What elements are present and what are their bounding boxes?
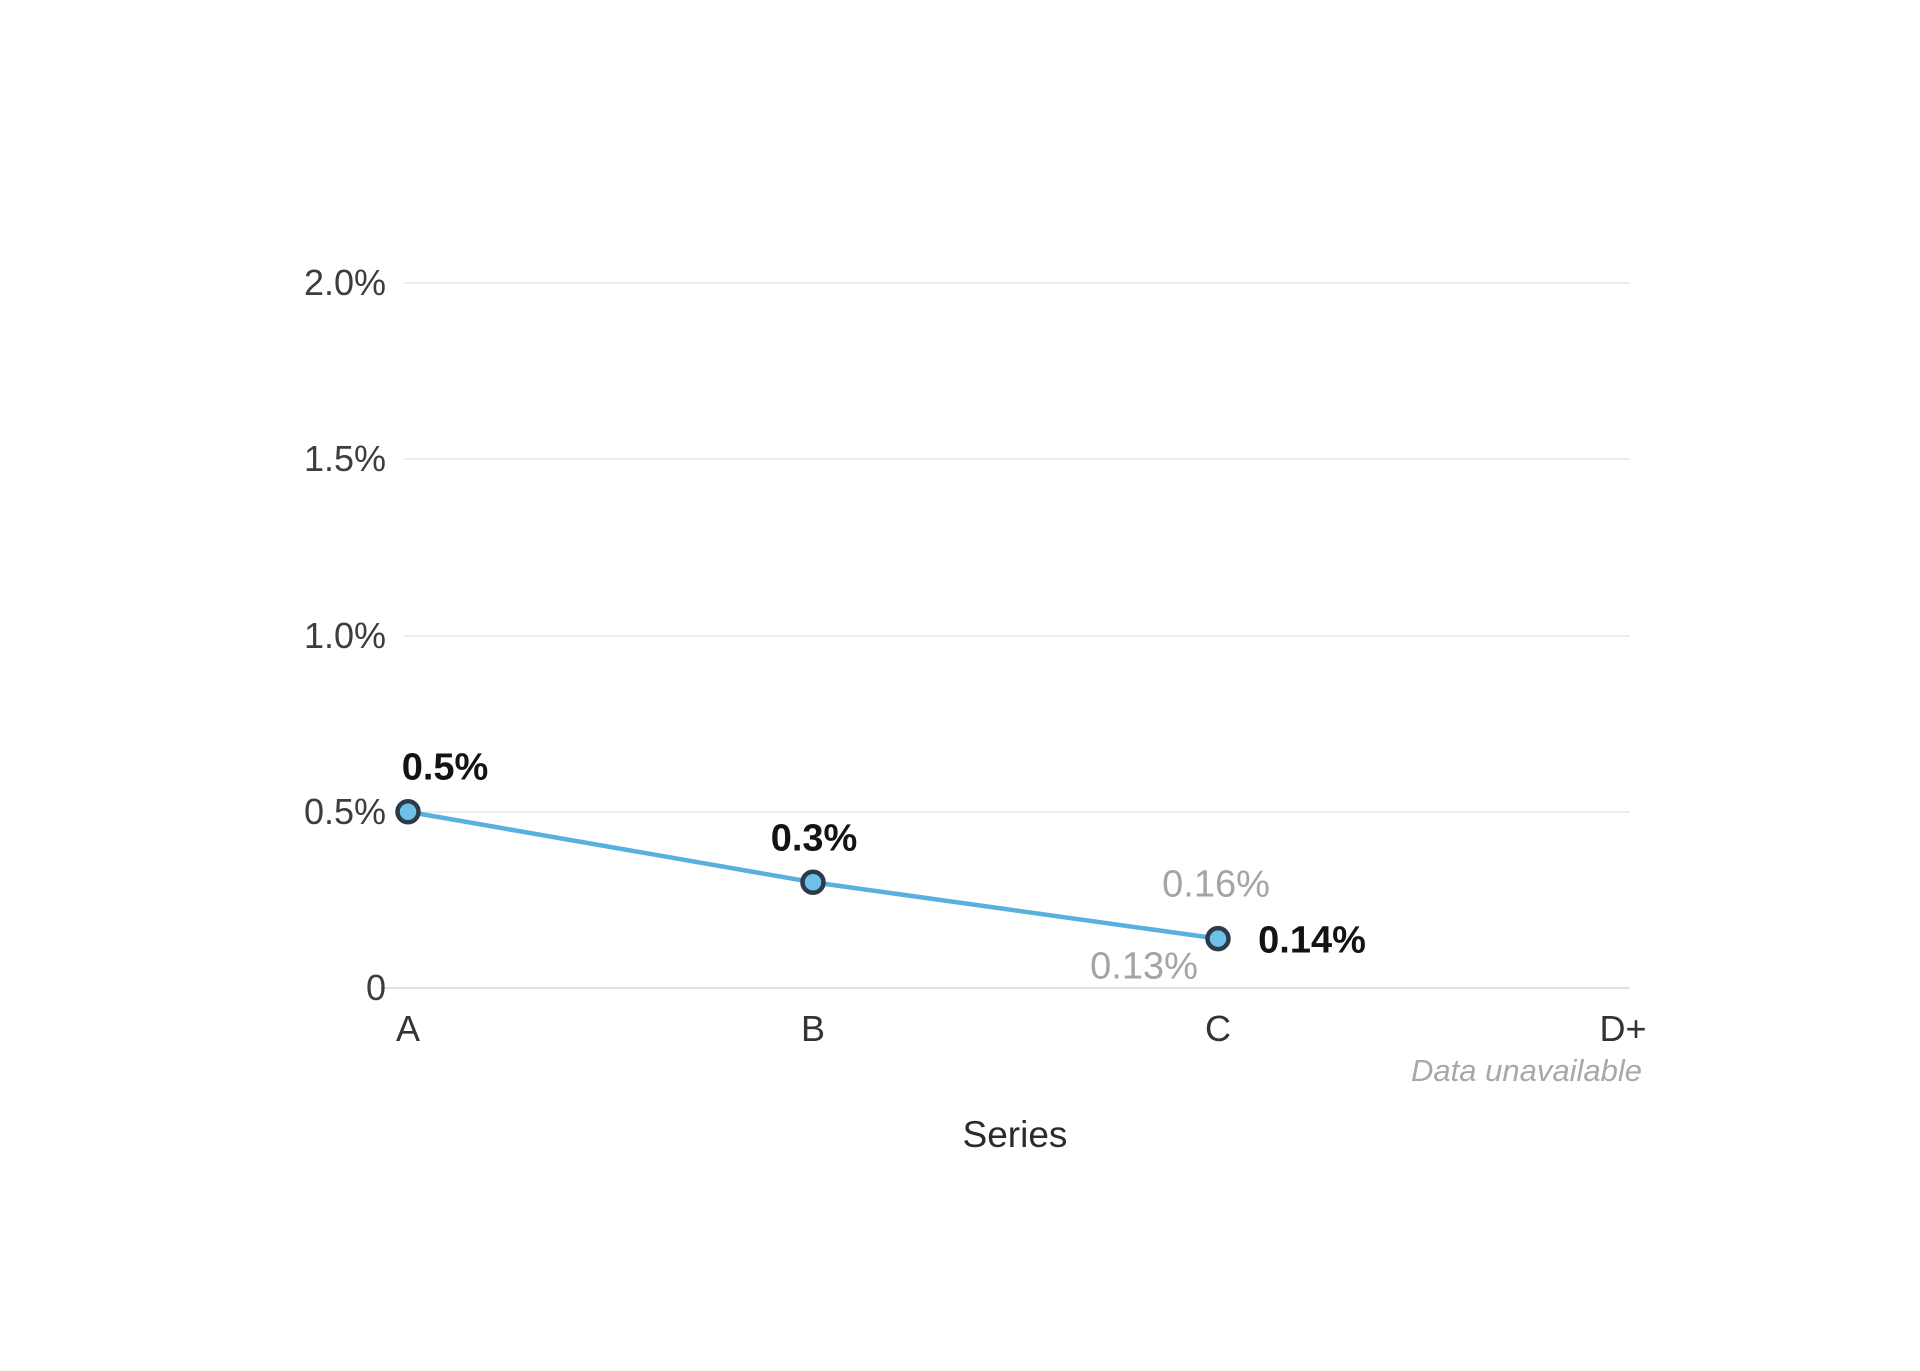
gridline xyxy=(404,282,1630,284)
x-tick-label: B xyxy=(800,1008,826,1049)
data-point xyxy=(1205,925,1231,952)
gridline xyxy=(404,458,1630,461)
x-tick-label: A xyxy=(395,1008,421,1049)
x-tick-label: D+ xyxy=(1599,1008,1647,1049)
x-axis-title: Series xyxy=(962,1114,1068,1155)
y-tick-label: 1.5% xyxy=(303,438,386,480)
y-tick-label: 0.5% xyxy=(303,790,386,832)
data-point-label: 0.3% xyxy=(770,817,858,860)
data-point xyxy=(395,799,421,825)
data-point xyxy=(800,869,826,895)
muted-data-label: 0.13% xyxy=(1090,945,1198,988)
muted-data-label: 0.16% xyxy=(1162,863,1270,906)
y-tick-label: 1.0% xyxy=(303,614,386,656)
data-point-label: 0.5% xyxy=(401,746,489,789)
y-tick-label: 0 xyxy=(365,967,386,1008)
y-tick-label: 2.0% xyxy=(303,262,386,303)
gridline xyxy=(404,810,1630,813)
gridline xyxy=(404,634,1630,637)
data-point-label: 0.14% xyxy=(1258,919,1366,962)
x-axis-line xyxy=(380,987,1630,989)
data-unavailable-note: Data unavailable xyxy=(1411,1053,1642,1088)
x-tick-label: C xyxy=(1205,1008,1231,1049)
